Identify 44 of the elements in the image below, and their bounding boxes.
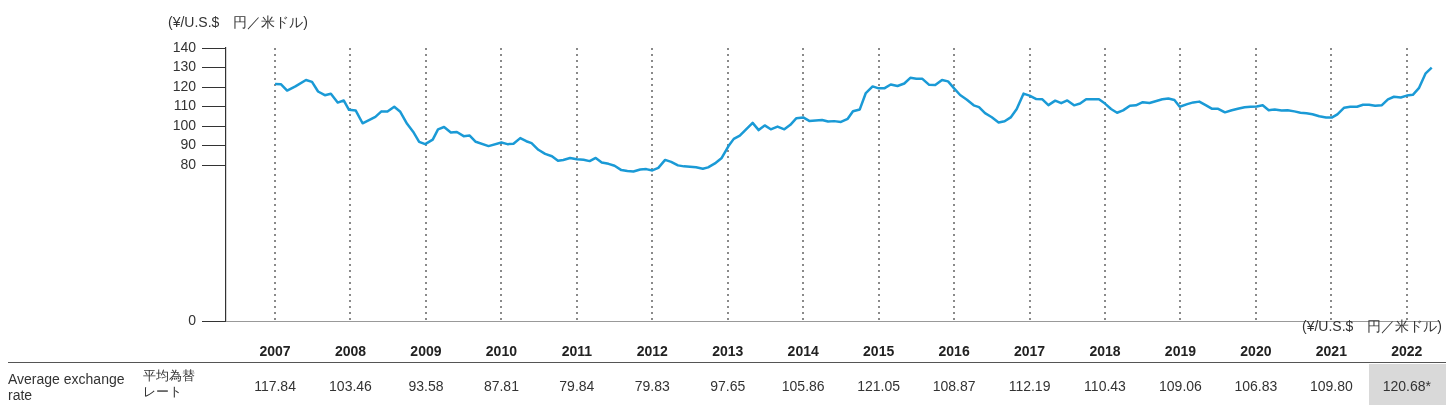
- x-tick-label: 2008: [334, 343, 367, 360]
- x-tick-label: 2022: [1391, 343, 1423, 360]
- x-tick-label: 2013: [712, 343, 744, 360]
- x-tick-label: 2018: [1089, 343, 1121, 360]
- y-tick-label: 130: [172, 58, 197, 75]
- annotation: (¥/U.S.$ 円／米ドル): [1301, 318, 1442, 334]
- y-tick-label: 140: [172, 38, 197, 55]
- text: 103.46: [329, 378, 373, 394]
- text: 106.83: [1234, 378, 1278, 394]
- y-tick-label: 110: [173, 97, 197, 114]
- text: 79.84: [559, 378, 595, 394]
- text: 109.06: [1159, 378, 1203, 394]
- x-tick-label: 2014: [787, 343, 819, 360]
- x-tick-label: 2012: [636, 343, 669, 360]
- y-tick-label: 120: [172, 77, 197, 94]
- x-tick-label: 2016: [938, 343, 970, 360]
- text: 87.81: [483, 378, 520, 394]
- x-tick-label: 2007: [259, 343, 291, 360]
- text: 108.87: [932, 378, 976, 394]
- text: 93.58: [408, 378, 444, 394]
- y-tick-label: 90: [180, 136, 197, 153]
- x-tick-label: 2009: [410, 343, 442, 360]
- text: 109.80: [1309, 378, 1353, 394]
- x-tick-label: 2020: [1240, 343, 1272, 360]
- x-tick-label: 2021: [1315, 343, 1348, 360]
- text: 平均為替レート: [143, 368, 195, 399]
- text: 79.83: [634, 378, 671, 394]
- y-tick-label: 0: [188, 311, 197, 328]
- x-tick-label: 2017: [1013, 343, 1046, 360]
- text: 121.05: [857, 378, 901, 394]
- text: 120.68*: [1382, 378, 1432, 394]
- x-tick-label: 2010: [485, 343, 518, 360]
- text: 117.84: [254, 378, 297, 394]
- y-axis-title: (¥/U.S.$ 円／米ドル): [168, 14, 309, 30]
- x-tick-label: 2015: [863, 343, 895, 360]
- y-tick-label: 80: [180, 155, 197, 172]
- text: Average exchange rate: [8, 371, 125, 403]
- text: 105.86: [781, 378, 825, 394]
- text: 110.43: [1084, 378, 1127, 394]
- x-tick-label: 2011: [561, 343, 593, 360]
- y-tick-label: 100: [172, 116, 197, 133]
- text: 97.65: [710, 378, 746, 394]
- x-tick-label: 2019: [1164, 343, 1197, 360]
- text: 112.19: [1008, 378, 1051, 394]
